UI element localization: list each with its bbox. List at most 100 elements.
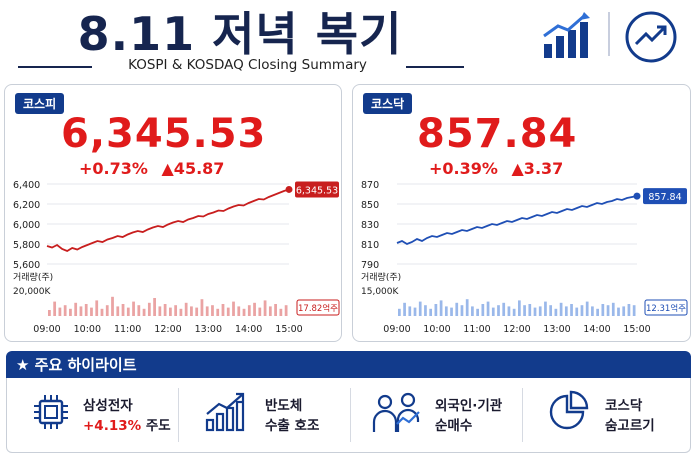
- bar-chart-up-icon: [543, 12, 590, 58]
- x-tick-label: 13:00: [543, 324, 570, 335]
- volume-bar: [221, 304, 225, 316]
- highlight-line1: 삼성전자: [83, 398, 133, 414]
- volume-bar: [268, 306, 272, 316]
- kosdaq-tag: 코스닥: [363, 93, 413, 114]
- volume-bar: [622, 306, 626, 316]
- volume-bar: [216, 308, 220, 316]
- kosdaq-value: 857.84: [417, 111, 578, 157]
- volume-bar: [48, 310, 51, 316]
- volume-bar: [398, 308, 401, 316]
- value-badge: [295, 181, 339, 198]
- pie-chart-icon: [549, 390, 589, 430]
- kosdaq-card[interactable]: 코스닥 857.84 +0.39% ▲3.37 870 850 830 810 790 8…: [352, 84, 691, 342]
- volume-bar: [74, 302, 78, 316]
- volume-bar: [63, 305, 67, 316]
- page-subtitle: KOSPI & KOSDAQ Closing Summary: [128, 57, 367, 73]
- x-tick-label: 15:00: [275, 324, 302, 335]
- highlight-line2: 순매수: [435, 418, 473, 434]
- volume-bar: [564, 306, 568, 316]
- volume-bar: [559, 302, 563, 316]
- volume-bar: [205, 306, 209, 316]
- bar-growth-icon: [205, 392, 245, 432]
- y-tick-label: 6,000: [13, 220, 40, 231]
- volume-bar: [284, 305, 288, 316]
- volume-bar: [179, 308, 183, 316]
- volume-bar: [439, 300, 443, 316]
- volume-bar: [116, 306, 120, 316]
- volume-axis-label: 20,000K: [13, 287, 51, 297]
- x-tick-label: 09:00: [383, 324, 410, 335]
- highlight-line2: 숨고르기: [605, 418, 655, 434]
- volume-bar: [601, 304, 605, 316]
- volume-axis-label: 15,000K: [361, 287, 399, 297]
- volume-bar: [53, 301, 57, 316]
- volume-bar: [471, 306, 474, 316]
- volume-bar: [544, 301, 547, 316]
- last-point: [633, 192, 641, 200]
- kospi-change: +0.73% ▲45.87: [79, 159, 224, 178]
- volume-bar: [132, 301, 135, 316]
- volume-bar: [528, 304, 532, 316]
- highlights-title-text: 주요 하이라이트: [34, 356, 137, 374]
- kosdaq-diff: ▲3.37: [511, 159, 564, 178]
- kospi-card[interactable]: 코스피 6,345.53 +0.73% ▲45.87 6,400 6,200 6,0…: [4, 84, 342, 342]
- highlight-divider: [178, 388, 179, 442]
- highlight-text-samsung: 삼성전자 +4.13% 주도: [83, 396, 171, 436]
- volume-bar: [507, 306, 511, 316]
- x-tick-label: 11:00: [114, 324, 141, 335]
- highlight-divider: [350, 388, 351, 442]
- highlight-line2-text: 주도: [141, 418, 171, 434]
- circle-trend-up-icon: [625, 11, 677, 63]
- volume-bar: [279, 308, 283, 316]
- volume-bar: [512, 308, 516, 316]
- highlight-item-semiconductor[interactable]: 반도체 수출 호조: [179, 378, 350, 453]
- value-badge: [643, 188, 687, 205]
- x-tick-label: 12:00: [154, 324, 181, 335]
- volume-bar: [481, 304, 485, 316]
- kospi-pct: +0.73%: [79, 159, 148, 178]
- highlight-line2: 수출 호조: [265, 418, 320, 434]
- volume-bar: [585, 301, 589, 316]
- kospi-diff: ▲45.87: [161, 159, 225, 178]
- volume-bar: [142, 308, 146, 316]
- volume-bar: [253, 302, 256, 316]
- volume-badge-label: 17.82억주: [298, 303, 338, 314]
- highlight-divider: [522, 388, 523, 442]
- highlight-line1: 코스닥: [605, 398, 643, 414]
- subtitle-rule-right: [406, 66, 464, 68]
- y-tick-label: 6,200: [13, 200, 40, 211]
- volume-bar: [147, 302, 151, 316]
- x-tick-label: 10:00: [423, 324, 450, 335]
- volume-bar: [79, 306, 83, 316]
- volume-bar: [424, 305, 427, 316]
- highlights-header: ★ 주요 하이라이트: [6, 351, 691, 378]
- volume-label: 거래량(주): [13, 271, 53, 283]
- volume-bar: [84, 304, 88, 316]
- kosdaq-chart: 870 850 830 810 790 857.84 거래량(주) 15,000K 12.31억…: [361, 180, 688, 335]
- last-point: [285, 185, 293, 193]
- y-tick-label: 870: [361, 180, 379, 191]
- volume-bar: [69, 308, 72, 316]
- volume-bar: [408, 306, 412, 316]
- volume-bar: [554, 308, 558, 316]
- highlight-item-samsung[interactable]: 삼성전자 +4.13% 주도: [7, 378, 178, 453]
- y-tick-label: 790: [361, 260, 379, 271]
- volume-bar: [126, 307, 130, 316]
- highlight-line2: +4.13% 주도: [83, 416, 171, 436]
- volume-bar: [611, 302, 615, 316]
- volume-bar: [111, 296, 114, 316]
- highlight-item-investors[interactable]: 외국인·기관 순매수: [351, 378, 522, 453]
- kospi-chart: 6,400 6,200 6,000 5,800 5,600 6,345.53 거래량(주) 2…: [13, 180, 340, 335]
- volume-bar: [570, 304, 573, 316]
- highlight-text-semiconductor: 반도체 수출 호조: [265, 396, 319, 436]
- y-tick-label: 5,800: [13, 240, 40, 251]
- volume-bar: [491, 307, 495, 316]
- volume-bar: [242, 308, 246, 316]
- volume-bar: [211, 305, 214, 316]
- value-badge-label: 857.84: [648, 192, 681, 203]
- x-tick-label: 14:00: [583, 324, 610, 335]
- volume-bar: [105, 305, 109, 316]
- x-tick-label: 14:00: [235, 324, 262, 335]
- volume-bar: [596, 308, 599, 316]
- highlight-item-kosdaq[interactable]: 코스닥 숨고르기: [523, 378, 692, 453]
